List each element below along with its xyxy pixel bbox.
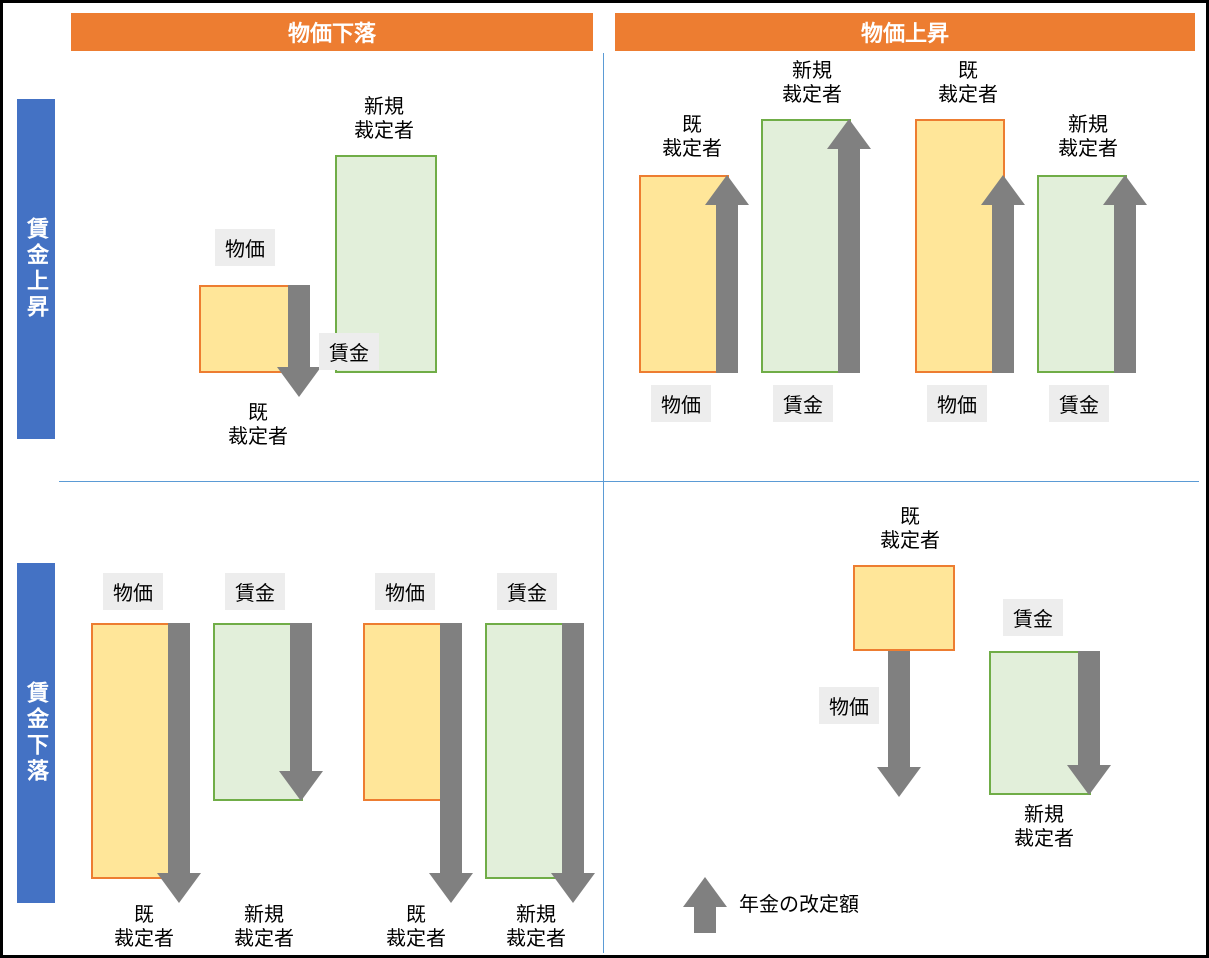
arrow-up-icon (1103, 175, 1147, 373)
arrow-down-icon (157, 623, 201, 903)
label-new: 新規裁定者 (339, 95, 429, 143)
tag-wage: 賃金 (1049, 385, 1109, 422)
divider-vertical (603, 53, 604, 953)
legend-label: 年金の改定額 (739, 893, 899, 917)
diagram-frame: 物価下落 物価上昇 賃金上昇 賃金下落 物価 賃金 既裁定者 新規裁定者 物価 … (0, 0, 1209, 958)
label-new: 新規裁定者 (999, 803, 1089, 851)
arrow-down-icon (551, 623, 595, 903)
row-header-top-label: 賃金上昇 (20, 217, 52, 321)
arrow-down-icon (429, 623, 473, 903)
arrow-up-icon (981, 175, 1025, 373)
tag-wage: 賃金 (225, 573, 285, 610)
bar-orange (853, 565, 955, 651)
tag-price: 物価 (103, 573, 163, 610)
label-existing: 既裁定者 (865, 505, 955, 553)
arrow-up-icon (827, 119, 871, 373)
tag-wage: 賃金 (319, 333, 379, 370)
tag-wage: 賃金 (497, 573, 557, 610)
arrow-down-icon (1067, 651, 1111, 795)
col-header-left: 物価下落 (71, 13, 593, 51)
col-header-left-label: 物価下落 (288, 16, 376, 48)
label-existing: 既裁定者 (213, 401, 303, 449)
label-existing: 既裁定者 (371, 903, 461, 951)
row-header-top: 賃金上昇 (17, 99, 55, 439)
tag-price: 物価 (651, 385, 711, 422)
arrow-up-icon (705, 175, 749, 373)
row-header-bottom-label: 賃金下落 (20, 681, 52, 785)
label-existing: 既裁定者 (923, 59, 1013, 107)
col-header-right-label: 物価上昇 (861, 16, 949, 48)
tag-price: 物価 (819, 687, 879, 724)
col-header-right: 物価上昇 (615, 13, 1195, 51)
label-new: 新規裁定者 (1043, 113, 1133, 161)
legend-arrow-up-icon (683, 877, 727, 933)
tag-wage: 賃金 (1003, 599, 1063, 636)
tag-price: 物価 (927, 385, 987, 422)
tag-price: 物価 (375, 573, 435, 610)
arrow-down-icon (877, 651, 921, 797)
arrow-down-icon (279, 623, 323, 801)
tag-wage: 賃金 (773, 385, 833, 422)
label-new: 新規裁定者 (219, 903, 309, 951)
label-new: 新規裁定者 (491, 903, 581, 951)
tag-price: 物価 (215, 229, 275, 266)
divider-horizontal (59, 481, 1199, 482)
label-existing: 既裁定者 (647, 113, 737, 161)
label-new: 新規裁定者 (767, 59, 857, 107)
row-header-bottom: 賃金下落 (17, 563, 55, 903)
arrow-down-icon (277, 285, 321, 397)
label-existing: 既裁定者 (99, 903, 189, 951)
